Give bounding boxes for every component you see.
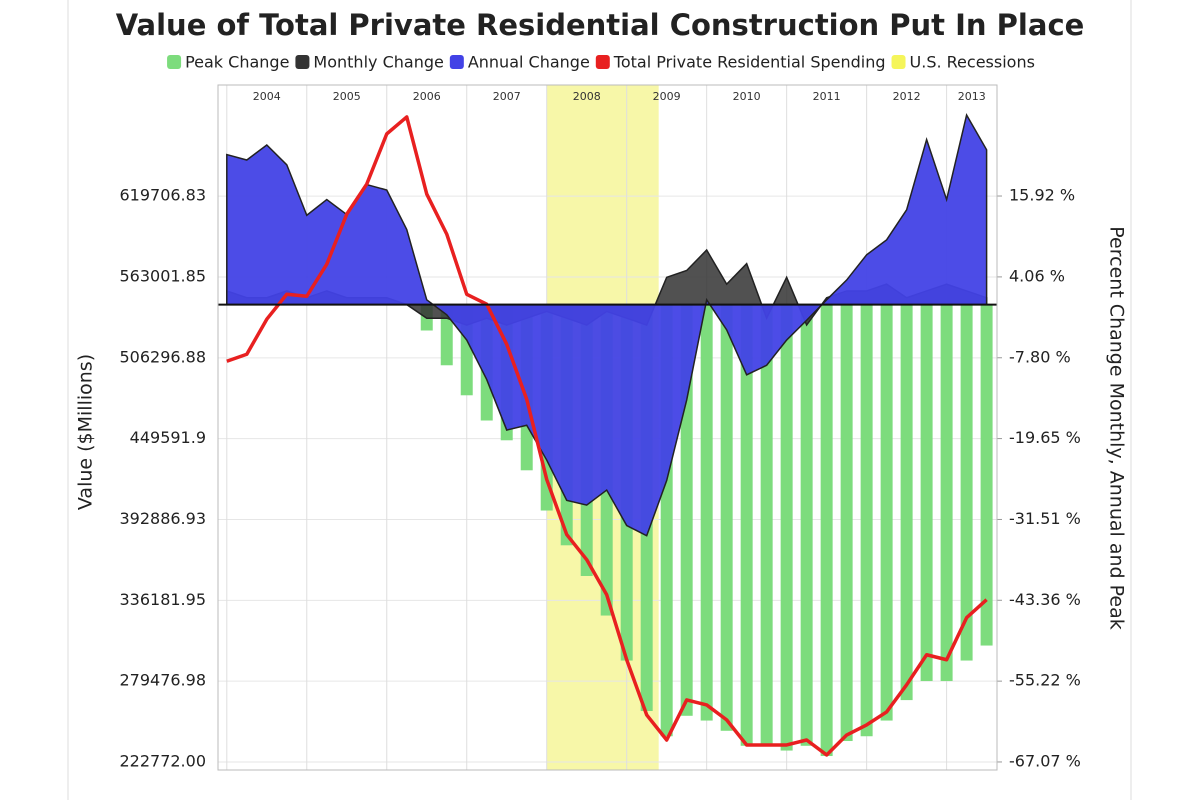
y-tick-label: 563001.85 [119,267,206,286]
legend: Peak Change Monthly Change Annual Change To… [167,53,1035,72]
y2-tick-label: -43.36 % [1009,590,1081,609]
x-tick-label: 2013 [958,90,986,103]
y2-tick-label: -67.07 % [1009,751,1081,770]
peak-change-bar [920,304,933,682]
legend-label: Peak Change [185,53,289,72]
legend-swatch [891,55,906,69]
legend-swatch [449,55,464,69]
x-tick-label: 2004 [253,90,281,103]
peak-change-bar [760,304,773,746]
y-tick-label: 279476.98 [119,671,206,690]
y-axis-label: Value ($Millions) [75,354,97,510]
y-tick-label: 506296.88 [119,347,206,366]
x-tick-label: 2011 [813,90,841,103]
peak-change-bar [800,304,813,746]
y2-tick-label: 15.92 % [1009,186,1075,205]
plot-border [217,84,998,771]
legend-item: Annual Change [449,53,590,72]
peak-change-bar [680,304,693,716]
y2-tick-label: -19.65 % [1009,428,1081,447]
peak-change-bar [900,304,913,701]
y2-tick-label: -31.51 % [1009,509,1081,528]
peak-change-bar [660,304,673,737]
peak-change-bar [860,304,873,737]
legend-label: U.S. Recessions [910,53,1035,72]
peak-change-bar [820,304,833,757]
legend-item: U.S. Recessions [891,53,1035,72]
legend-label: Annual Change [468,53,590,72]
peak-change-bar [780,304,793,751]
legend-item: Total Private Residential Spending [595,53,886,72]
x-tick-label: 2009 [653,90,681,103]
x-tick-label: 2012 [893,90,921,103]
peak-change-bar [700,304,713,721]
x-tick-label: 2007 [493,90,521,103]
legend-swatch [295,55,310,69]
y2-tick-label: -55.22 % [1009,671,1081,690]
peak-change-bar [440,304,453,366]
peak-change-bar [940,304,953,682]
area [226,112,988,537]
legend-label: Monthly Change [313,53,443,72]
peak-change-bar [720,304,733,731]
peak-change-bar [740,304,753,746]
legend-item: Monthly Change [295,53,444,72]
legend-swatch [595,55,610,69]
y-tick-label: 392886.93 [119,509,206,528]
legend-swatch [167,55,182,69]
y-tick-label: 336181.95 [119,590,206,609]
line [226,115,988,757]
legend-label: Total Private Residential Spending [613,53,886,72]
peak-change-bar [840,304,853,742]
y-tick-label: 619706.83 [119,186,206,205]
chart-title: Value of Total Private Residential Const… [116,8,1085,42]
x-tick-label: 2006 [413,90,441,103]
x-tick-label: 2005 [333,90,361,103]
y2-tick-label: 4.06 % [1009,266,1065,285]
peak-change-bar [960,304,973,661]
legend-item: Peak Change [167,53,289,72]
y-tick-label: 222772.00 [119,751,206,770]
y-tick-label: 449591.9 [130,428,206,447]
y2-tick-label: -7.80 % [1009,347,1071,366]
x-tick-label: 2010 [733,90,761,103]
y2-axis-label: Percent Change Monthly, Annual and Peak [1106,226,1128,629]
peak-change-bar [880,304,893,721]
peak-change-bar [980,304,993,646]
peak-change-bar [460,304,473,396]
x-tick-label: 2008 [573,90,601,103]
